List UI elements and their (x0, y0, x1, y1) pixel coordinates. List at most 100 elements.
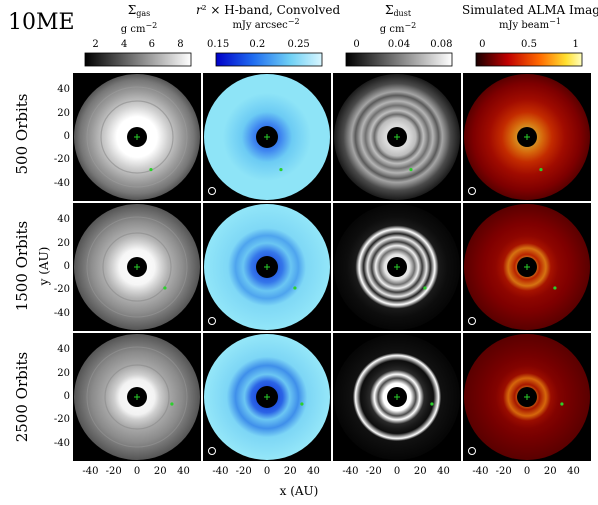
column-title-alma: Simulated ALMA Image mJy beam−1 (462, 4, 598, 32)
colorbar-alma (475, 52, 583, 67)
column-unit-alma: mJy beam (499, 20, 550, 31)
y-tick-label: 40 (57, 84, 70, 96)
colorbar-tick-label: 8 (177, 39, 184, 50)
panel-divider-v (331, 73, 333, 461)
y-tick-label: 0 (63, 261, 70, 272)
column-title-hband: r² × H-band, Convolved mJy arcsec−2 (196, 4, 340, 32)
panel-dust-row1 (333, 73, 461, 201)
x-tick-label: -40 (212, 466, 229, 477)
outer-ring (86, 86, 188, 188)
panel-divider-h (73, 201, 591, 203)
planet-marker (539, 167, 543, 172)
outer-ring (86, 346, 188, 448)
star-marker (524, 394, 530, 400)
column-unit-gas: g cm (120, 24, 146, 35)
x-tick-label: 20 (413, 466, 427, 477)
x-tick-label: 0 (523, 466, 531, 477)
column-unit-gas-exp: −2 (145, 21, 158, 30)
colorbar-tick-label: 4 (121, 39, 128, 50)
star-marker (394, 134, 400, 140)
column-unit-dust-exp: −2 (404, 21, 417, 30)
x-tick-label: 40 (177, 466, 190, 477)
y-tick-label: 20 (57, 107, 70, 119)
x-tick-label: 0 (263, 466, 271, 477)
y-tick-label: -40 (53, 307, 70, 319)
planet-marker (300, 402, 304, 406)
star-marker (394, 394, 400, 400)
y-tick-label: 40 (57, 344, 70, 356)
y-tick-label: -40 (53, 437, 70, 449)
star-marker (524, 264, 530, 270)
outer-ring (86, 216, 188, 318)
planet-marker (423, 286, 427, 290)
gap-ring (100, 100, 174, 174)
column-title-gas-main: Σ (127, 3, 137, 17)
y-tick-label: -20 (53, 284, 70, 296)
colorbar-tick-label: 0.08 (430, 39, 453, 50)
star-marker (134, 394, 140, 400)
gap-ring (104, 364, 170, 430)
panel-gas-row3 (73, 333, 201, 461)
colorbar-dust (345, 52, 453, 67)
panel-alma-row2 (463, 203, 591, 331)
planet-marker (409, 167, 413, 172)
x-tick-label: 40 (307, 466, 320, 477)
star-marker (394, 264, 400, 270)
y-tick-label: 20 (57, 367, 70, 379)
planet-marker (170, 402, 174, 406)
row-label-1500: 1500 Orbits (13, 220, 31, 312)
panel-divider-v (461, 73, 463, 461)
colorbar-tick-label: 1 (572, 39, 579, 50)
y-tick-label: -40 (53, 177, 70, 189)
x-tick-label: -40 (472, 466, 489, 477)
row-label-500: 500 Orbits (13, 93, 31, 175)
row-label-2500: 2500 Orbits (13, 351, 31, 443)
panel-divider-v (201, 73, 203, 461)
panel-gas-row2 (73, 203, 201, 331)
beam-marker (208, 317, 216, 325)
planet-marker (293, 286, 297, 290)
column-title-gas-sub: gas (136, 9, 151, 18)
column-title-hband-rest: ² × H-band, Convolved (201, 3, 341, 17)
column-unit-hband-exp: −2 (287, 17, 300, 26)
column-unit-dust: g cm (379, 24, 405, 35)
x-tick-label: 20 (153, 466, 167, 477)
x-tick-label: 40 (567, 466, 580, 477)
column-title-dust-main: Σ (384, 3, 394, 17)
y-tick-label: -20 (53, 154, 70, 166)
planet-marker (163, 286, 167, 290)
y-tick-label: 40 (57, 214, 70, 226)
panel-alma-row3 (463, 333, 591, 461)
colorbar-tick-label: 0.04 (387, 39, 411, 50)
x-tick-label: -20 (235, 466, 252, 477)
x-tick-label: 20 (543, 466, 557, 477)
gap-ring (102, 232, 172, 302)
beam-marker (468, 317, 476, 325)
star-marker (264, 264, 270, 270)
column-title-gas: Σgas g cm−2 (81, 4, 197, 36)
star-marker (134, 264, 140, 270)
y-tick-label: 0 (63, 391, 70, 402)
column-title-dust: Σdust g cm−2 (340, 4, 456, 36)
x-tick-label: -20 (495, 466, 512, 477)
panel-divider-h (73, 331, 591, 333)
x-tick-label: 0 (393, 466, 401, 477)
column-unit-hband: mJy arcsec (232, 20, 288, 31)
panel-alma-row1 (463, 73, 591, 201)
panel-dust-row2 (333, 203, 461, 331)
x-tick-label: -40 (342, 466, 359, 477)
panel-hband-row2 (203, 203, 331, 331)
colorbar-gas (84, 52, 192, 67)
x-axis-label: x (AU) (279, 484, 319, 498)
panel-dust-row3 (333, 333, 461, 461)
colorbar-tick-label: 2 (92, 39, 99, 50)
column-title-dust-sub: dust (393, 9, 412, 18)
panel-gas-row1 (73, 73, 201, 201)
y-tick-label: 20 (57, 237, 70, 249)
star-marker (264, 134, 270, 140)
beam-marker (208, 187, 216, 195)
colorbar-tick-label: 0.15 (206, 39, 230, 50)
column-unit-alma-exp: −1 (549, 17, 561, 26)
colorbar-tick-label: 0.5 (521, 39, 537, 50)
